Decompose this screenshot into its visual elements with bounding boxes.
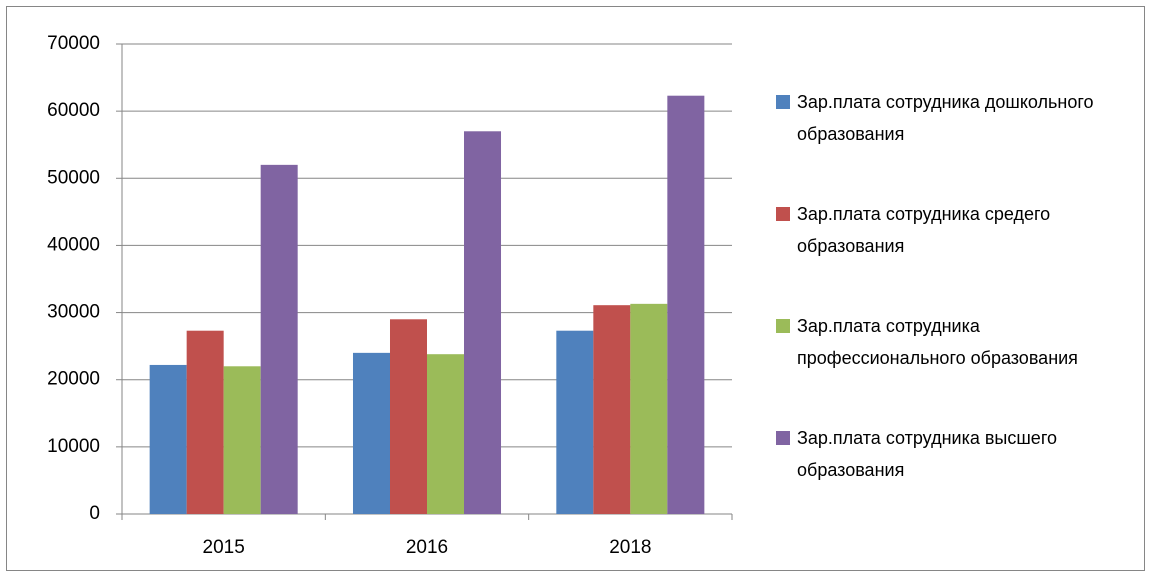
- x-tick-label: 2018: [609, 537, 651, 558]
- bar: [149, 364, 187, 514]
- bar: [593, 305, 631, 514]
- y-tick-label: 50000: [47, 167, 100, 188]
- bar: [223, 366, 261, 514]
- legend-entry: Зар.плата сотрудника профессионального о…: [776, 310, 1106, 374]
- bar: [352, 352, 390, 514]
- legend-entry: Зар.плата сотрудника высшего образования: [776, 422, 1106, 486]
- bar: [186, 330, 224, 514]
- y-tick-label: 70000: [47, 33, 100, 54]
- bar: [630, 303, 668, 514]
- bar: [464, 131, 502, 515]
- legend-label: Зар.плата сотрудника профессионального о…: [797, 316, 1078, 368]
- legend-swatch: [776, 207, 790, 221]
- legend-swatch: [776, 319, 790, 333]
- bar: [556, 330, 594, 514]
- y-tick-label: 10000: [47, 436, 100, 457]
- bar: [667, 95, 705, 514]
- bar: [260, 164, 298, 514]
- bar: [427, 354, 465, 514]
- y-tick-label: 20000: [47, 369, 100, 390]
- legend-label: Зар.плата сотрудника дошкольного образов…: [797, 92, 1094, 144]
- y-tick-label: 60000: [47, 100, 100, 121]
- legend-entry: Зар.плата сотрудника дошкольного образов…: [776, 86, 1106, 150]
- y-tick-label: 30000: [47, 302, 100, 323]
- legend-entry: Зар.плата сотрудника средего образования: [776, 198, 1106, 262]
- legend-swatch: [776, 431, 790, 445]
- legend-label: Зар.плата сотрудника средего образования: [797, 204, 1051, 256]
- bar: [389, 319, 427, 514]
- legend-label: Зар.плата сотрудника высшего образования: [797, 428, 1057, 480]
- y-tick-label: 0: [89, 503, 100, 524]
- x-tick-label: 2015: [203, 537, 245, 558]
- legend-swatch: [776, 95, 790, 109]
- y-tick-label: 40000: [47, 234, 100, 255]
- x-tick-label: 2016: [406, 537, 448, 558]
